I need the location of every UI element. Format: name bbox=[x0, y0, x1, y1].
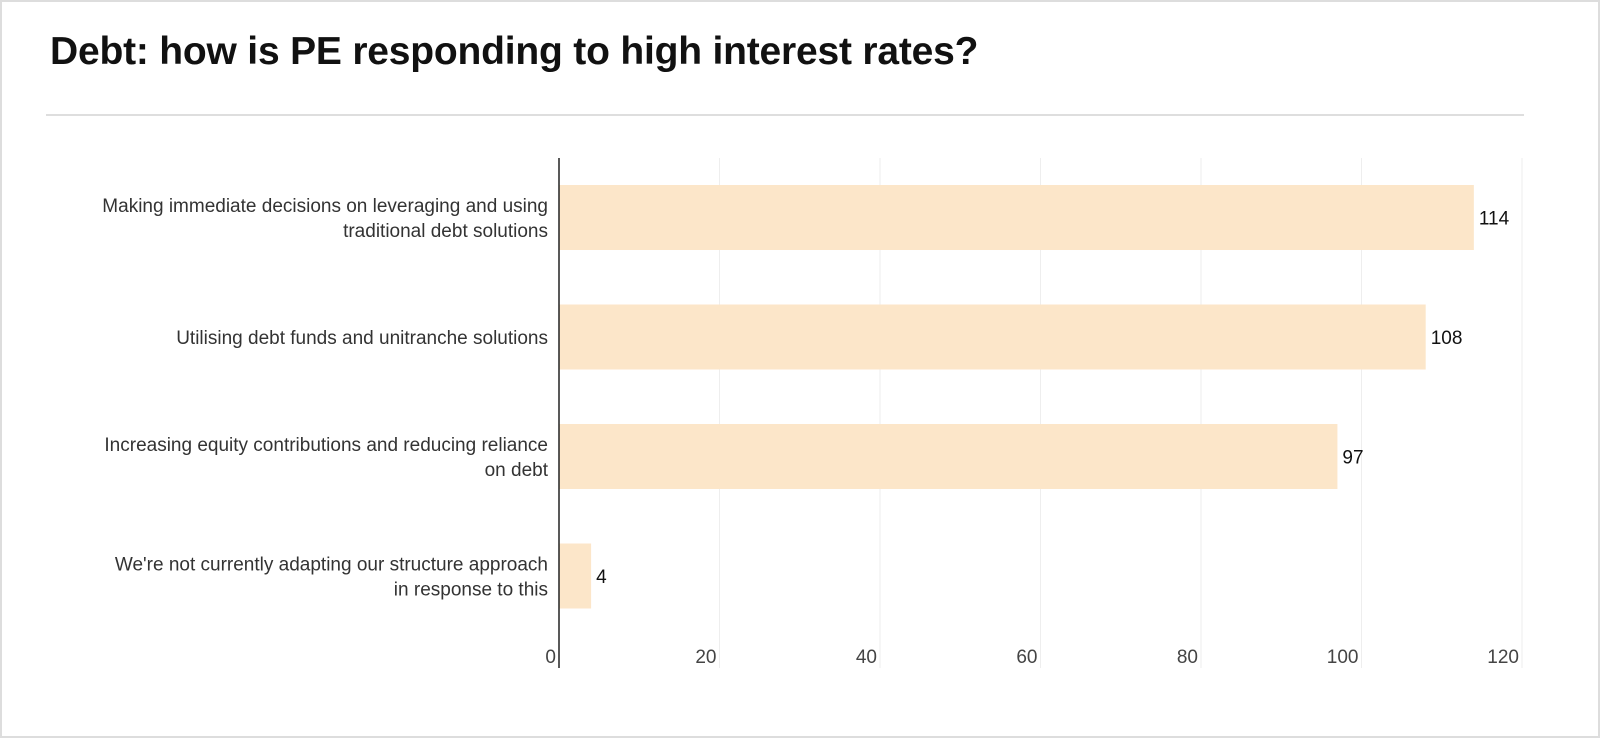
value-label: 4 bbox=[596, 567, 607, 588]
category-label: on debt bbox=[485, 460, 549, 481]
bar bbox=[559, 304, 1426, 370]
bar bbox=[559, 424, 1338, 489]
value-label: 114 bbox=[1479, 209, 1510, 230]
value-label: 97 bbox=[1342, 448, 1363, 469]
category-label: traditional debt solutions bbox=[343, 221, 548, 242]
chart-title: Debt: how is PE responding to high inter… bbox=[50, 30, 979, 73]
x-tick-label: 20 bbox=[695, 647, 716, 668]
category-label: Increasing equity contributions and redu… bbox=[104, 435, 548, 456]
x-tick-label: 0 bbox=[545, 647, 556, 668]
x-tick-label: 40 bbox=[856, 647, 877, 668]
bar bbox=[559, 543, 592, 609]
category-label: Making immediate decisions on leveraging… bbox=[102, 196, 548, 217]
x-tick-label: 120 bbox=[1487, 647, 1519, 668]
title-divider bbox=[46, 114, 1524, 116]
category-label: Utilising debt funds and unitranche solu… bbox=[176, 328, 548, 349]
category-label: in response to this bbox=[394, 580, 548, 601]
x-tick-label: 80 bbox=[1177, 647, 1198, 668]
x-tick-label: 60 bbox=[1016, 647, 1037, 668]
x-tick-label: 100 bbox=[1327, 647, 1359, 668]
category-label: We're not currently adapting our structu… bbox=[115, 555, 548, 576]
value-label: 108 bbox=[1431, 328, 1463, 349]
bar bbox=[559, 185, 1474, 250]
